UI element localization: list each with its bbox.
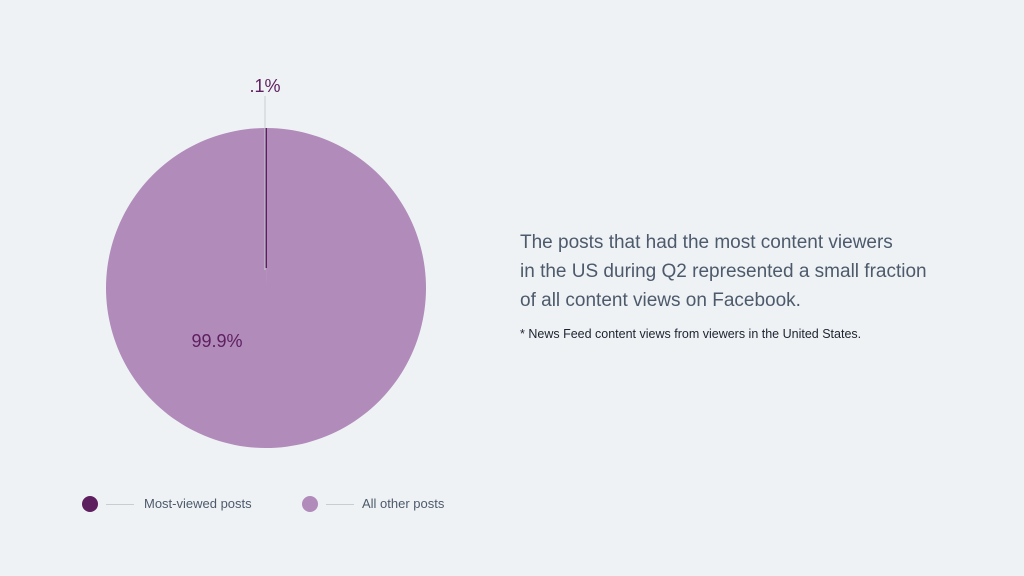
headline-line-2: in the US during Q2 represented a small … — [520, 261, 927, 282]
legend-divider — [106, 504, 134, 505]
pie-slices — [106, 128, 427, 449]
legend-divider — [326, 504, 354, 505]
legend-label-all-other: All other posts — [362, 496, 445, 511]
headline-line-1: The posts that had the most content view… — [520, 232, 893, 253]
data-label-all-other: 99.9% — [191, 331, 242, 351]
legend-label-most-viewed: Most-viewed posts — [144, 496, 252, 511]
legend-swatch-most-viewed — [82, 496, 98, 512]
legend-swatch-all-other — [302, 496, 318, 512]
chart-headline: The posts that had the most content view… — [520, 228, 980, 315]
data-label-most-viewed: .1% — [249, 76, 280, 96]
chart-footnote: * News Feed content views from viewers i… — [520, 327, 862, 341]
pie-slice-all-other — [106, 128, 427, 449]
headline-line-3: of all content views on Facebook. — [520, 290, 801, 311]
